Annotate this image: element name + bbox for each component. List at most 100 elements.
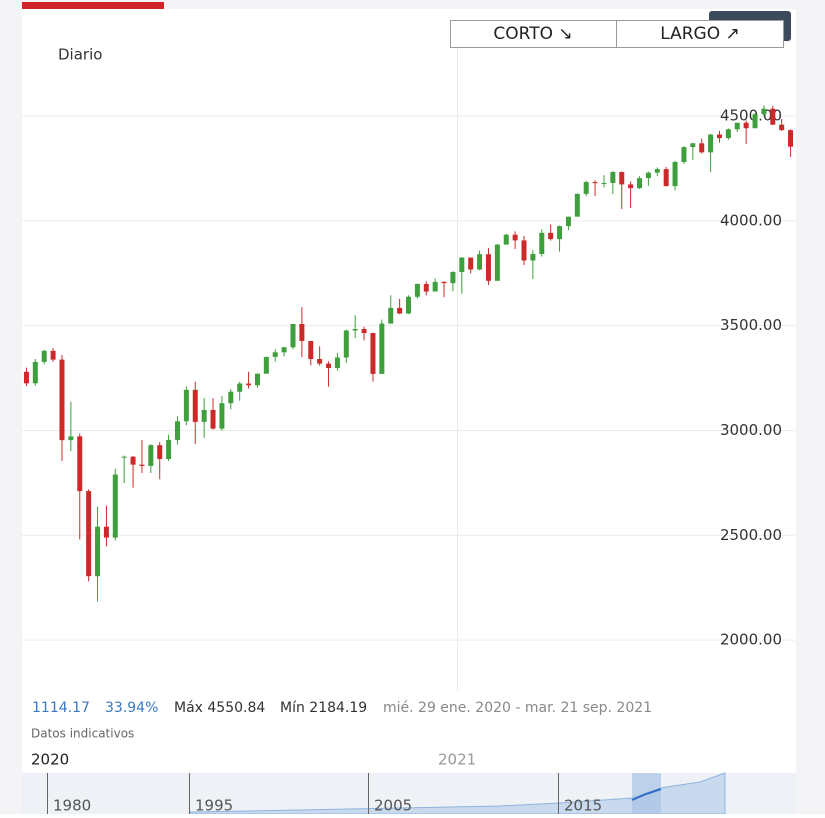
candle-body	[272, 352, 278, 357]
candle-body	[130, 456, 136, 465]
navigator-selection	[631, 788, 662, 801]
candle-body	[237, 383, 243, 392]
top-strip	[22, 0, 796, 9]
candle-body	[485, 254, 491, 281]
candle-body	[103, 526, 109, 538]
candle-body	[308, 340, 314, 360]
period-label: 2020	[31, 751, 69, 769]
candle-body	[610, 172, 616, 183]
candle-body	[50, 350, 56, 360]
candle-body	[619, 172, 625, 185]
candle-body	[450, 272, 456, 284]
candle-body	[788, 130, 794, 147]
y-tick-label: 3000.00	[720, 421, 782, 439]
candle-body	[254, 373, 260, 386]
candle-body	[761, 108, 767, 115]
candle-body	[645, 172, 651, 179]
candle-body	[459, 257, 465, 273]
candle-body	[743, 122, 749, 129]
candle-body	[77, 436, 83, 492]
period-label: 2021	[438, 751, 476, 769]
candle-body	[592, 182, 598, 184]
active-tab	[22, 2, 164, 9]
candle-body	[423, 283, 429, 292]
candle-body	[121, 456, 127, 458]
candle-body	[299, 324, 305, 341]
candle-body	[414, 283, 420, 297]
candle-body	[565, 216, 571, 227]
candle-body	[397, 307, 403, 314]
change: 1114.17	[32, 700, 90, 716]
candle-body	[468, 257, 474, 270]
candle-body	[59, 359, 65, 441]
candle-body	[290, 324, 296, 348]
candle-body	[183, 389, 189, 422]
candle-body	[388, 307, 394, 324]
short-button[interactable]: CORTO ↘	[493, 24, 572, 44]
candle-body	[530, 253, 536, 261]
candle-body	[246, 383, 252, 386]
candle-body	[512, 234, 518, 241]
candle-body	[637, 178, 643, 189]
candle-body	[139, 464, 145, 466]
change-pct: 33.94%	[105, 700, 158, 716]
date-range: mié. 29 ene. 2020 - mar. 21 sep. 2021	[383, 700, 652, 716]
candle-body	[770, 108, 776, 125]
candle-body	[334, 357, 340, 369]
candle-body	[166, 439, 172, 460]
candle-body	[201, 409, 207, 422]
long-button[interactable]: LARGO ↗	[660, 24, 740, 44]
candle-body	[734, 122, 740, 130]
navigator-label: 1995	[195, 797, 233, 815]
footnote: Datos indicativos	[31, 727, 134, 741]
candle-body	[432, 281, 438, 292]
candle-body	[539, 232, 545, 254]
candle-body	[628, 184, 634, 189]
candle-body	[32, 361, 38, 384]
candle-body	[95, 526, 101, 577]
candle-body	[343, 330, 349, 358]
candle-body	[752, 114, 758, 129]
candle-body	[699, 143, 705, 153]
candle-body	[441, 281, 447, 284]
navigator-label: 1980	[53, 797, 91, 815]
candle-body	[210, 409, 216, 429]
candle-body	[494, 244, 500, 281]
candle-body	[654, 169, 660, 173]
candle-body	[716, 134, 722, 139]
left-margin	[0, 0, 22, 814]
candle-body	[503, 234, 509, 245]
navigator-label: 2015	[564, 797, 602, 815]
candle-body	[379, 323, 385, 374]
candle-body	[574, 193, 580, 217]
candle-body	[317, 359, 323, 364]
navigator-label: 2005	[374, 797, 412, 815]
candle-body	[157, 445, 163, 460]
candle-body	[521, 240, 527, 261]
right-margin	[796, 0, 825, 814]
candle-body	[219, 403, 225, 429]
candle-body	[663, 169, 669, 187]
max: Máx 4550.84	[174, 700, 265, 716]
candle-body	[112, 474, 118, 538]
candle-body	[406, 296, 411, 314]
candle-body	[148, 445, 154, 466]
candle-body	[708, 134, 714, 153]
candle-body	[361, 329, 367, 334]
candle-body	[725, 129, 731, 139]
candle-body	[281, 347, 287, 353]
candle-body	[23, 371, 29, 384]
y-tick-label: 2500.00	[720, 526, 782, 544]
candle-body	[690, 143, 696, 148]
min: Mín 2184.19	[280, 700, 367, 716]
candle-body	[548, 232, 554, 240]
y-tick-label: 3500.00	[720, 316, 782, 334]
candle-body	[326, 363, 332, 369]
candle-body	[86, 491, 92, 577]
candle-body	[672, 161, 678, 187]
candle-body	[174, 421, 180, 440]
candle-body	[192, 389, 198, 422]
candle-body	[681, 147, 687, 162]
